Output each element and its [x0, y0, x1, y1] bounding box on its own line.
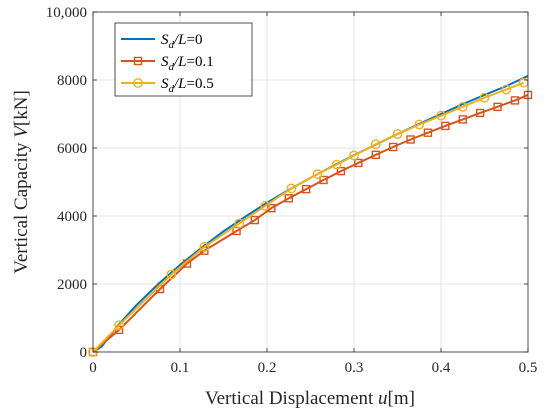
- data-point-circle: [349, 150, 359, 161]
- y-axis-label-text: Vertical Capacity: [11, 142, 32, 274]
- x-axis-label-text: Vertical Displacement: [205, 388, 374, 409]
- legend: Sd/L=0Sd/L=0.1Sd/L=0.5: [114, 22, 253, 97]
- legend-label-subscript: d: [169, 83, 175, 95]
- data-point-square: [354, 158, 363, 168]
- y-tick-label: 4000: [57, 209, 87, 225]
- data-point-square: [510, 96, 520, 105]
- legend-label-ratio: /L: [173, 76, 187, 92]
- legend-label-var: S: [161, 54, 169, 70]
- legend-label-subscript: d: [169, 61, 175, 73]
- series-layer: [88, 75, 533, 357]
- x-tick-label: 0: [89, 360, 97, 376]
- legend-label-value: =0.1: [187, 54, 214, 70]
- data-point-square: [284, 194, 293, 203]
- data-point-square: [133, 56, 143, 66]
- x-axis-label-unit: [m]: [388, 388, 415, 409]
- data-point-square: [301, 184, 311, 194]
- data-point-circle: [166, 269, 177, 280]
- data-point-square: [441, 121, 450, 131]
- data-point-circle: [457, 101, 468, 112]
- x-tick-label: 0.2: [258, 360, 277, 376]
- data-point-circle: [501, 84, 512, 95]
- data-point-circle: [331, 159, 342, 170]
- data-point-square: [458, 115, 467, 124]
- data-point-circle: [370, 139, 381, 150]
- legend-label: Sd/L=0.1: [161, 54, 214, 73]
- data-point-square: [319, 175, 328, 185]
- data-point-circle: [133, 78, 143, 88]
- axis-ticks: [92, 11, 529, 353]
- series-2: [88, 77, 529, 357]
- legend-label-var: S: [161, 32, 169, 48]
- y-tick-label: 2000: [57, 277, 87, 293]
- legend-label-ratio: /L: [173, 32, 187, 48]
- y-tick-label: 6000: [57, 141, 87, 157]
- data-point-circle: [260, 200, 271, 211]
- x-tick-label: 0.3: [345, 360, 364, 376]
- series-line: [92, 94, 529, 353]
- data-point-square: [493, 102, 502, 112]
- data-point-circle: [479, 92, 490, 103]
- plot-border: [92, 11, 529, 353]
- data-point-square: [371, 150, 380, 160]
- data-point-square: [388, 142, 398, 152]
- legend-label: Sd/L=0: [161, 32, 202, 51]
- data-point-circle: [312, 169, 323, 180]
- y-axis-label-unit: [kN]: [11, 90, 32, 126]
- x-tick-label: 0.4: [432, 360, 451, 376]
- x-tick-label: 0.5: [519, 360, 538, 376]
- data-point-circle: [234, 218, 245, 229]
- data-point-circle: [392, 129, 403, 139]
- legend-label: Sd/L=0.5: [161, 76, 214, 95]
- data-point-square: [336, 166, 346, 176]
- data-point-square: [406, 135, 415, 144]
- data-point-circle: [114, 320, 125, 331]
- data-point-square: [423, 128, 433, 137]
- y-tick-label: 8000: [57, 73, 87, 89]
- y-axis-label: Vertical Capacity V[kN]: [11, 90, 32, 274]
- data-point-square: [475, 108, 485, 118]
- data-point-square: [267, 203, 276, 213]
- legend-label-value: =0.5: [187, 76, 214, 92]
- legend-label-subscript: d: [169, 39, 175, 51]
- y-tick-label: 0: [80, 345, 88, 361]
- x-axis-label: Vertical Displacement u[m]: [205, 388, 415, 409]
- data-point-circle: [436, 110, 446, 121]
- data-point-square: [250, 215, 260, 225]
- data-point-circle: [199, 242, 210, 252]
- x-tick-label: 0.1: [171, 360, 190, 376]
- data-point-circle: [414, 119, 425, 130]
- tick-labels: 0 0.1 0.2 0.3 0.4 0.5 0 2000 4000 6000 8000 10,000: [46, 5, 538, 376]
- legend-label-value: =0: [187, 32, 203, 48]
- y-tick-label: 10,000: [46, 5, 87, 21]
- data-point-circle: [286, 183, 297, 194]
- x-axis-label-var: u: [378, 388, 388, 409]
- legend-label-var: S: [161, 76, 169, 92]
- y-axis-label-var: V: [11, 124, 32, 138]
- legend-label-ratio: /L: [173, 54, 187, 70]
